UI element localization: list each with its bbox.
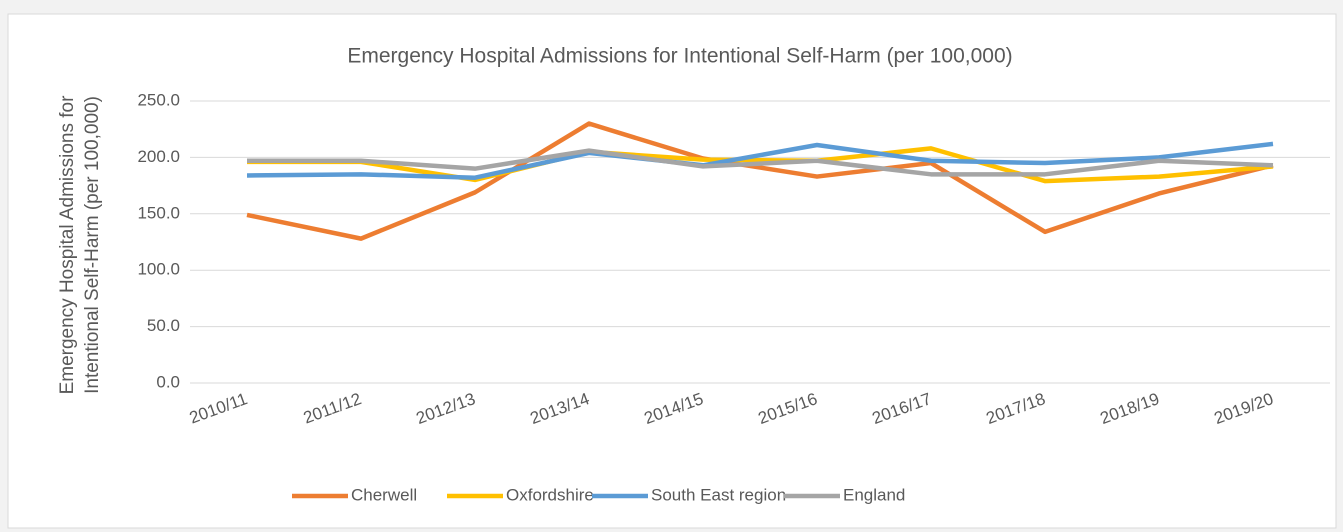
y-axis-label: Emergency Hospital Admissions for xyxy=(57,95,78,395)
y-tick-label: 200.0 xyxy=(137,147,180,166)
legend-label: Oxfordshire xyxy=(506,485,594,504)
chart-frame xyxy=(7,13,1337,529)
series-line xyxy=(247,148,1274,177)
chart-title: Emergency Hospital Admissions for Intent… xyxy=(347,45,1012,68)
legend-label: South East region xyxy=(651,485,786,504)
series-line xyxy=(246,141,1274,180)
legend-label: England xyxy=(843,485,905,504)
y-tick-label: 150.0 xyxy=(137,203,180,222)
legend-label: Cherwell xyxy=(351,485,417,504)
y-tick-label: 100.0 xyxy=(137,260,180,279)
series-line xyxy=(246,121,1274,241)
y-tick-label: 0.0 xyxy=(156,372,180,391)
y-axis-label: Intentional Self-Harm (per 100,000) xyxy=(82,96,103,394)
y-tick-label: 250.0 xyxy=(137,90,180,109)
series-line xyxy=(247,146,1274,184)
y-tick-label: 50.0 xyxy=(147,316,180,335)
